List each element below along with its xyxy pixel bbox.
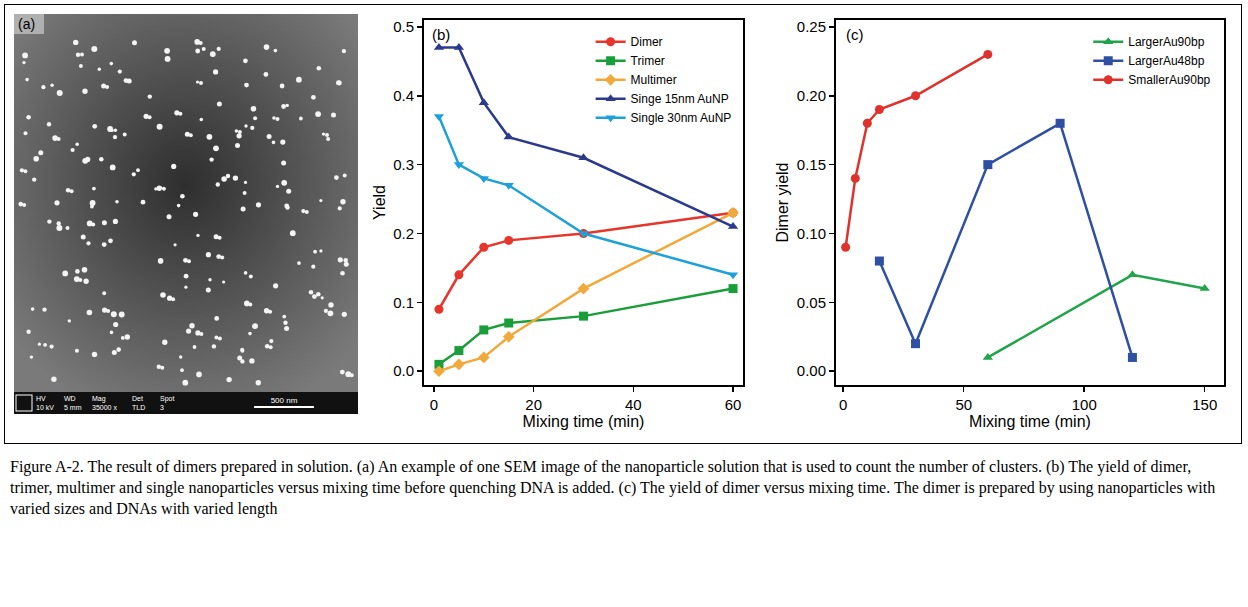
svg-text:0.2: 0.2 xyxy=(393,225,414,242)
svg-text:0.25: 0.25 xyxy=(797,18,826,35)
svg-text:60: 60 xyxy=(725,396,742,413)
svg-text:Mixing time (min): Mixing time (min) xyxy=(969,413,1091,430)
svg-text:3: 3 xyxy=(160,404,164,411)
svg-text:LargerAu48bp: LargerAu48bp xyxy=(1128,54,1204,68)
svg-text:TLD: TLD xyxy=(132,404,145,411)
html-text:Figure A-2. The result of dime: Figure A-2. The result of dimers prepare… xyxy=(10,458,1216,517)
svg-text:150: 150 xyxy=(1192,396,1217,413)
svg-text:Singe 15nm AuNP: Singe 15nm AuNP xyxy=(631,92,729,106)
svg-text:Dimer: Dimer xyxy=(631,35,663,49)
svg-text:0.10: 0.10 xyxy=(797,225,826,242)
svg-text:0.4: 0.4 xyxy=(393,87,414,104)
svg-text:SmallerAu90bp: SmallerAu90bp xyxy=(1128,73,1210,87)
svg-text:0.5: 0.5 xyxy=(393,18,414,35)
svg-text:WD: WD xyxy=(64,395,76,402)
svg-text:HV: HV xyxy=(36,395,46,402)
svg-text:5 mm: 5 mm xyxy=(64,404,82,411)
svg-text:Trimer: Trimer xyxy=(631,54,665,68)
svg-text:0.1: 0.1 xyxy=(393,294,414,311)
svg-text:Mixing time (min): Mixing time (min) xyxy=(523,413,645,430)
svg-text:Single 30nm AuNP: Single 30nm AuNP xyxy=(631,111,732,125)
svg-text:20: 20 xyxy=(525,396,542,413)
svg-text:(a): (a) xyxy=(18,16,35,32)
svg-text:Mag: Mag xyxy=(92,395,106,403)
svg-text:(b): (b) xyxy=(432,26,450,43)
svg-text:0.0: 0.0 xyxy=(393,362,414,379)
svg-text:Yield: Yield xyxy=(371,185,388,220)
svg-text:LargerAu90bp: LargerAu90bp xyxy=(1128,35,1204,49)
svg-text:Dimer yield: Dimer yield xyxy=(774,162,791,242)
svg-text:0: 0 xyxy=(839,396,847,413)
svg-text:0.15: 0.15 xyxy=(797,156,826,173)
svg-text:0: 0 xyxy=(430,396,438,413)
svg-text:500 nm: 500 nm xyxy=(271,396,298,405)
svg-text:0.20: 0.20 xyxy=(797,87,826,104)
svg-text:50: 50 xyxy=(955,396,972,413)
svg-text:40: 40 xyxy=(625,396,642,413)
svg-text:100: 100 xyxy=(1072,396,1097,413)
svg-text:35000 x: 35000 x xyxy=(92,404,117,411)
svg-text:Spot: Spot xyxy=(160,395,174,403)
svg-text:0.3: 0.3 xyxy=(393,156,414,173)
svg-text:0.00: 0.00 xyxy=(797,362,826,379)
svg-text:Det: Det xyxy=(132,395,143,402)
svg-text:(c): (c) xyxy=(846,26,864,43)
svg-text:Multimer: Multimer xyxy=(631,73,677,87)
svg-text:10 kV: 10 kV xyxy=(36,404,54,411)
svg-text:0.05: 0.05 xyxy=(797,294,826,311)
